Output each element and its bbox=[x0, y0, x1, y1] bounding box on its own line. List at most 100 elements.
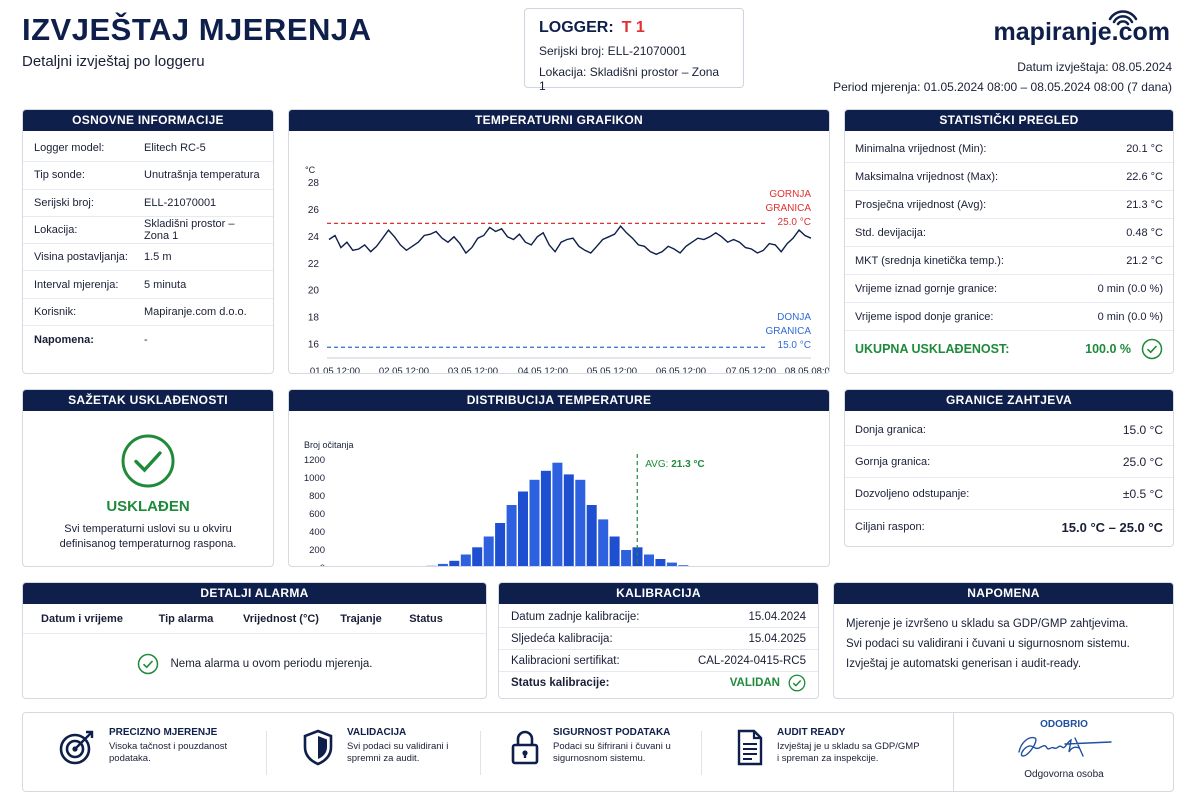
histogram-bar bbox=[495, 523, 506, 566]
alarm-details-panel: DETALJI ALARMA Datum i vrijeme Tip alarm… bbox=[22, 582, 487, 699]
y-tick-label: 26 bbox=[308, 205, 320, 216]
signatory-label: Odgovorna osoba bbox=[1024, 769, 1104, 780]
stat-row: Vrijeme ispod donje granice: 0 min (0.0 %… bbox=[845, 303, 1173, 331]
report-date: Datum izvještaja: 08.05.2024 bbox=[1017, 60, 1172, 74]
info-row: Interval mjerenja: 5 minuta bbox=[23, 271, 273, 299]
panel-title: GRANICE ZAHTJEVA bbox=[845, 390, 1173, 411]
stat-row: Maksimalna vrijednost (Max): 22.6 °C bbox=[845, 163, 1173, 191]
compliance-text: Svi temperaturni uslovi su u okviru bbox=[64, 523, 232, 535]
histogram-bar bbox=[472, 547, 483, 566]
y-tick-label: 600 bbox=[309, 509, 325, 520]
compliance-status: USKLAĐEN bbox=[106, 498, 190, 515]
check-circle-icon bbox=[1141, 338, 1163, 360]
x-tick-label: 06.05 12:00 bbox=[656, 366, 706, 373]
info-row: Korisnik: Mapiranje.com d.o.o. bbox=[23, 299, 273, 327]
info-row: Serijski broj: ELL-21070001 bbox=[23, 190, 273, 217]
feature-precision: PRECIZNO MJERENJE Visoka tačnost i pouzd… bbox=[57, 727, 227, 767]
histogram-bar bbox=[540, 470, 551, 566]
statistics-panel: STATISTIČKI PREGLED Minimalna vrijednost… bbox=[844, 109, 1174, 374]
average-label: AVG: 21.3 °C bbox=[645, 459, 704, 470]
total-compliance-row: UKUPNA USKLAĐENOST: 100.0 % bbox=[845, 331, 1173, 367]
histogram-bar bbox=[678, 565, 689, 566]
document-icon bbox=[737, 729, 763, 766]
y-tick-label: 16 bbox=[308, 340, 320, 351]
logger-info-box: LOGGER: T 1 Serijski broj: ELL-21070001 L… bbox=[524, 8, 744, 93]
x-tick-label: 01.05 12:00 bbox=[310, 366, 360, 373]
histogram-bar bbox=[666, 562, 677, 566]
x-tick-label: 05.05 12:00 bbox=[587, 366, 637, 373]
y-tick-label: 400 bbox=[309, 527, 325, 538]
check-circle-icon bbox=[137, 653, 158, 675]
histogram-bar bbox=[632, 547, 643, 566]
panel-title: NAPOMENA bbox=[834, 583, 1173, 604]
calibration-panel: KALIBRACIJA Datum zadnje kalibracije: 15.… bbox=[498, 582, 819, 699]
stat-row: Vrijeme iznad gornje granice: 0 min (0.0 … bbox=[845, 275, 1173, 303]
x-tick-label: 07.05 12:00 bbox=[726, 366, 776, 373]
column-header: Vrijednost (°C) bbox=[243, 612, 319, 625]
y-axis-label: Broj očitanja bbox=[304, 440, 354, 450]
feature-audit-ready: AUDIT READY Izvještaj je u skladu sa GDP… bbox=[735, 727, 920, 767]
note-line: Izvještaj je automatski generisan i audi… bbox=[846, 658, 1082, 670]
histogram-bar bbox=[529, 479, 540, 566]
approval-block: ODOBRIO Odgovorna osoba bbox=[955, 713, 1173, 791]
histogram-bar bbox=[655, 559, 666, 566]
report-subtitle: Detaljni izvještaj po loggeru bbox=[22, 53, 205, 70]
y-tick-label: 28 bbox=[308, 178, 320, 189]
histogram-bar bbox=[552, 462, 563, 566]
wifi-icon bbox=[1108, 10, 1138, 26]
panel-title: STATISTIČKI PREGLED bbox=[845, 110, 1173, 131]
y-tick-label: 22 bbox=[308, 259, 320, 270]
feature-validation: VALIDACIJA Svi podaci su validirani i sp… bbox=[301, 727, 448, 767]
histogram-bar bbox=[506, 505, 517, 566]
histogram-bar bbox=[575, 479, 586, 566]
brand-logo: mapiranje.com bbox=[993, 18, 1170, 46]
info-row: Napomena: - bbox=[34, 333, 148, 346]
no-alarms-text: Nema alarma u ovom periodu mjerenja. bbox=[170, 658, 373, 670]
info-row: Tip sonde: Unutrašnja temperatura bbox=[23, 162, 273, 190]
logger-id: T 1 bbox=[621, 19, 645, 36]
y-tick-label: 800 bbox=[309, 491, 325, 502]
panel-title: SAŽETAK USKLAĐENOSTI bbox=[23, 390, 273, 411]
logger-serial: Serijski broj: ELL-21070001 bbox=[539, 44, 687, 58]
histogram-bar bbox=[598, 519, 609, 566]
approved-label: ODOBRIO bbox=[1040, 719, 1088, 730]
note-panel: NAPOMENA Mjerenje je izvršeno u skladu s… bbox=[833, 582, 1174, 699]
logger-location: Lokacija: Skladišni prostor – Zona 1 bbox=[539, 65, 720, 93]
panel-title: OSNOVNE INFORMACIJE bbox=[23, 110, 273, 131]
histogram-bar bbox=[460, 554, 471, 566]
basic-info-panel: OSNOVNE INFORMACIJE Logger model: Elitech… bbox=[22, 109, 274, 374]
column-header: Trajanje bbox=[340, 612, 382, 625]
feature-data-security: SIGURNOST PODATAKA Podaci su šifrirani i… bbox=[509, 727, 671, 767]
calibration-row: Datum zadnje kalibracije: 15.04.2024 bbox=[499, 606, 818, 628]
y-tick-label: 24 bbox=[308, 232, 320, 243]
lower-limit-label: DONJA bbox=[777, 312, 811, 323]
calibration-row: Kalibracioni sertifikat: CAL-2024-0415-RC… bbox=[499, 650, 818, 672]
y-tick-label: 1200 bbox=[304, 455, 325, 466]
stat-row: Prosječna vrijednost (Avg): 21.3 °C bbox=[845, 191, 1173, 219]
histogram-bar bbox=[644, 554, 654, 566]
stat-row: Minimalna vrijednost (Min): 20.1 °C bbox=[845, 135, 1173, 163]
report-title: IZVJEŠTAJ MJERENJA bbox=[22, 12, 372, 47]
check-circle-icon bbox=[121, 434, 175, 488]
y-tick-label: 18 bbox=[308, 313, 320, 324]
info-row: Visina postavljanja: 1.5 m bbox=[23, 244, 273, 272]
column-header: Datum i vrijeme bbox=[41, 612, 123, 625]
shield-icon bbox=[303, 729, 333, 766]
measurement-period: Period mjerenja: 01.05.2024 08:00 – 08.0… bbox=[833, 80, 1172, 94]
y-tick-label: 0 bbox=[320, 563, 325, 566]
note-line: Svi podaci su validirani i čuvani u sigu… bbox=[846, 638, 1130, 650]
calibration-status: VALIDAN bbox=[729, 677, 780, 689]
footer-features: PRECIZNO MJERENJE Visoka tačnost i pouzd… bbox=[22, 712, 1174, 792]
logger-label: LOGGER: bbox=[539, 19, 614, 36]
total-compliance-label: UKUPNA USKLAĐENOST: bbox=[855, 342, 1010, 356]
temperature-series-line bbox=[328, 224, 812, 256]
logger-heading: LOGGER: T 1 bbox=[539, 19, 729, 37]
upper-limit-label: GORNJA bbox=[769, 189, 811, 200]
temperature-chart-panel: TEMPERATURNI GRAFIKON °C 16 18 20 22 24 26 28 … bbox=[288, 109, 830, 374]
histogram-bar bbox=[563, 474, 574, 566]
upper-limit-value: 25.0 °C bbox=[778, 217, 811, 228]
histogram-bar bbox=[609, 536, 620, 566]
temperature-histogram: Broj očitanja 020040060080010001200 19.5… bbox=[304, 440, 705, 566]
histogram-bar bbox=[437, 563, 448, 566]
lower-limit-value: 15.0 °C bbox=[778, 340, 811, 351]
